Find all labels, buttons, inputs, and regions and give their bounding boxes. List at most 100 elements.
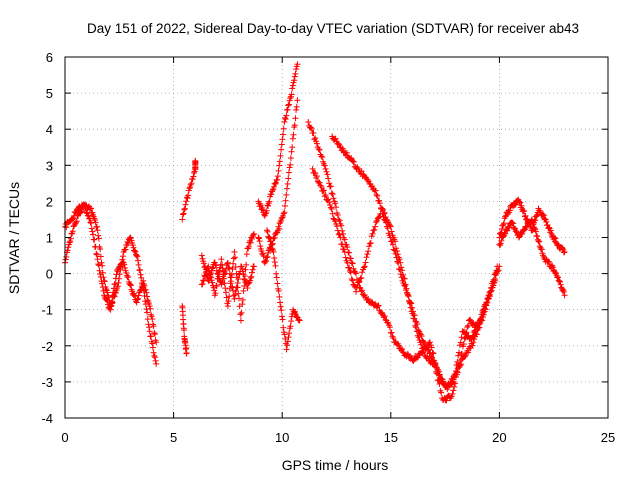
data-point xyxy=(181,205,188,212)
data-point xyxy=(119,259,126,266)
data-point xyxy=(218,256,225,263)
data-point xyxy=(560,249,567,256)
data-point xyxy=(97,273,104,280)
data-point xyxy=(146,328,153,335)
data-point xyxy=(388,228,395,235)
data-point xyxy=(429,357,436,364)
data-point xyxy=(556,278,563,285)
data-point xyxy=(318,153,325,160)
y-tick-label: 5 xyxy=(46,86,53,101)
data-point xyxy=(257,243,264,250)
data-point xyxy=(240,287,247,294)
data-point xyxy=(372,187,379,194)
data-point xyxy=(273,270,280,277)
data-point xyxy=(375,214,382,221)
data-point xyxy=(555,274,562,281)
data-point xyxy=(137,271,144,278)
data-point xyxy=(277,303,284,310)
data-point xyxy=(428,353,435,360)
data-point xyxy=(377,204,384,211)
data-point xyxy=(353,288,360,295)
y-tick-label: -2 xyxy=(41,339,53,354)
data-point xyxy=(428,344,435,351)
data-point xyxy=(223,294,230,301)
data-point xyxy=(224,303,231,310)
data-point xyxy=(271,259,278,266)
data-point xyxy=(357,275,364,282)
data-point xyxy=(260,252,267,259)
data-point xyxy=(212,290,219,297)
data-point xyxy=(315,146,322,153)
data-point xyxy=(349,277,356,284)
data-point xyxy=(478,311,485,318)
data-point xyxy=(390,246,397,253)
data-point xyxy=(533,212,540,219)
data-point xyxy=(112,280,119,287)
data-point xyxy=(510,220,517,227)
data-point xyxy=(470,339,477,346)
data-point xyxy=(389,333,396,340)
data-point xyxy=(335,230,342,237)
data-point xyxy=(96,267,103,274)
data-point xyxy=(88,225,95,232)
data-point xyxy=(112,275,119,282)
data-point xyxy=(239,296,246,303)
data-point xyxy=(327,204,334,211)
data-point xyxy=(458,334,465,341)
data-point xyxy=(341,236,348,243)
data-point xyxy=(108,298,115,305)
data-point xyxy=(283,112,290,119)
data-point xyxy=(192,158,199,165)
data-point xyxy=(407,299,414,306)
data-point xyxy=(279,316,286,323)
data-point xyxy=(389,241,396,248)
data-point xyxy=(359,269,366,276)
data-point xyxy=(344,259,351,266)
data-point xyxy=(486,289,493,296)
data-point xyxy=(206,277,213,284)
data-point xyxy=(292,115,299,122)
data-point xyxy=(379,210,386,217)
data-point xyxy=(443,397,450,404)
data-point xyxy=(497,240,504,247)
data-point xyxy=(358,168,365,175)
data-point xyxy=(535,238,542,245)
x-tick-label: 0 xyxy=(61,430,68,445)
data-point xyxy=(151,329,158,336)
data-point xyxy=(326,202,333,209)
data-point xyxy=(506,224,513,231)
data-point xyxy=(286,330,293,337)
data-point xyxy=(523,224,530,231)
data-point xyxy=(68,230,75,237)
data-point xyxy=(97,271,104,278)
data-point xyxy=(515,234,522,241)
data-point xyxy=(340,246,347,253)
data-point xyxy=(519,230,526,237)
data-point xyxy=(204,272,211,279)
data-point xyxy=(310,130,317,137)
data-point xyxy=(334,211,341,218)
data-point xyxy=(221,280,228,287)
x-tick-label: 20 xyxy=(492,430,506,445)
data-point xyxy=(391,247,398,254)
data-point xyxy=(95,261,102,268)
data-point xyxy=(280,125,287,132)
data-point xyxy=(545,224,552,231)
data-point xyxy=(455,352,462,359)
data-point xyxy=(332,218,339,225)
data-point xyxy=(198,252,205,259)
data-point xyxy=(288,313,295,320)
data-point xyxy=(291,73,298,80)
data-point xyxy=(66,239,73,246)
data-point xyxy=(82,201,89,208)
data-point xyxy=(262,210,269,217)
data-point xyxy=(94,256,101,263)
data-point xyxy=(69,228,76,235)
data-point xyxy=(219,279,226,286)
data-point xyxy=(148,313,155,320)
data-point xyxy=(294,97,301,104)
data-point xyxy=(93,223,100,230)
data-point xyxy=(285,101,292,108)
data-point xyxy=(322,191,329,198)
data-point xyxy=(358,274,365,281)
